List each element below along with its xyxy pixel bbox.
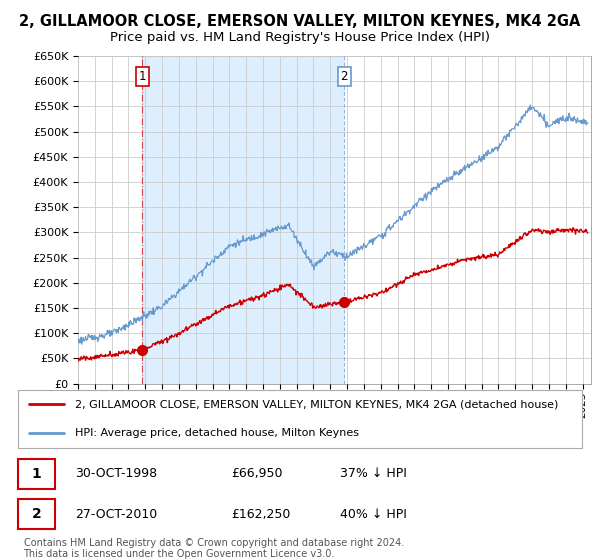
Text: Price paid vs. HM Land Registry's House Price Index (HPI): Price paid vs. HM Land Registry's House … — [110, 31, 490, 44]
Text: 2, GILLAMOOR CLOSE, EMERSON VALLEY, MILTON KEYNES, MK4 2GA: 2, GILLAMOOR CLOSE, EMERSON VALLEY, MILT… — [19, 14, 581, 29]
Text: 30-OCT-1998: 30-OCT-1998 — [76, 467, 157, 480]
Text: 40% ↓ HPI: 40% ↓ HPI — [340, 507, 407, 521]
Text: £66,950: £66,950 — [231, 467, 283, 480]
Text: HPI: Average price, detached house, Milton Keynes: HPI: Average price, detached house, Milt… — [76, 428, 359, 438]
Text: 2, GILLAMOOR CLOSE, EMERSON VALLEY, MILTON KEYNES, MK4 2GA (detached house): 2, GILLAMOOR CLOSE, EMERSON VALLEY, MILT… — [76, 399, 559, 409]
FancyBboxPatch shape — [18, 390, 582, 447]
Text: Contains HM Land Registry data © Crown copyright and database right 2024.
This d: Contains HM Land Registry data © Crown c… — [23, 538, 404, 559]
Text: 37% ↓ HPI: 37% ↓ HPI — [340, 467, 407, 480]
FancyBboxPatch shape — [18, 499, 55, 529]
Text: £162,250: £162,250 — [231, 507, 290, 521]
Text: 2: 2 — [341, 69, 348, 83]
Text: 1: 1 — [32, 467, 41, 480]
Text: 2: 2 — [32, 507, 41, 521]
Text: 27-OCT-2010: 27-OCT-2010 — [76, 507, 158, 521]
Text: 1: 1 — [139, 69, 146, 83]
FancyBboxPatch shape — [18, 459, 55, 489]
Bar — [142, 56, 344, 384]
